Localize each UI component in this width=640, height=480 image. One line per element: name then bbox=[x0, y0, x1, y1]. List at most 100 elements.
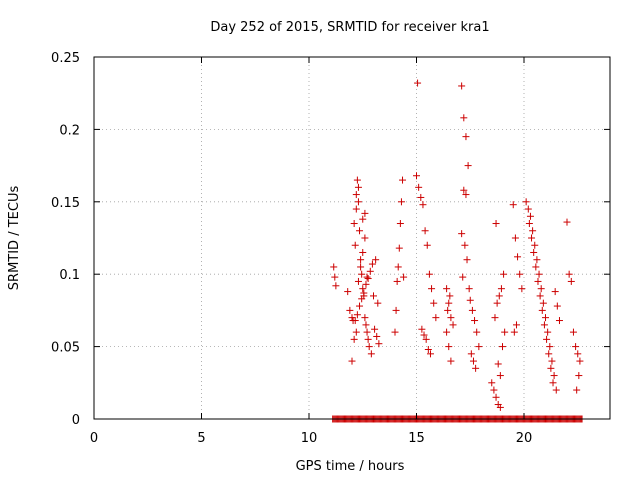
data-point bbox=[415, 183, 423, 191]
data-point bbox=[529, 227, 537, 235]
data-point bbox=[394, 263, 402, 271]
data-point bbox=[373, 332, 381, 340]
data-point bbox=[361, 209, 369, 217]
data-point bbox=[399, 176, 407, 184]
data-point bbox=[501, 328, 509, 336]
data-point bbox=[361, 314, 369, 322]
data-point bbox=[414, 79, 422, 87]
data-point bbox=[532, 263, 540, 271]
data-point bbox=[374, 299, 382, 307]
plot-frame bbox=[93, 56, 611, 420]
data-point bbox=[496, 372, 504, 380]
data-point bbox=[372, 256, 380, 264]
data-point bbox=[364, 275, 372, 283]
data-point bbox=[512, 321, 520, 329]
data-point bbox=[510, 328, 518, 336]
data-point bbox=[572, 343, 580, 351]
data-point bbox=[495, 292, 503, 300]
data-point bbox=[553, 302, 561, 310]
data-point bbox=[466, 296, 474, 304]
data-point bbox=[460, 114, 468, 122]
data-point bbox=[430, 299, 438, 307]
data-point bbox=[563, 218, 571, 226]
data-point bbox=[526, 212, 534, 220]
data-point bbox=[368, 260, 376, 268]
data-point bbox=[353, 311, 361, 319]
data-point bbox=[419, 201, 427, 209]
data-point bbox=[464, 162, 472, 170]
data-point bbox=[565, 270, 573, 278]
data-point bbox=[353, 176, 361, 184]
data-point bbox=[447, 357, 455, 365]
data-point bbox=[354, 198, 362, 206]
data-point bbox=[362, 280, 370, 288]
data-point bbox=[357, 263, 365, 271]
data-point bbox=[354, 183, 362, 191]
data-point bbox=[458, 82, 466, 90]
data-point bbox=[469, 357, 477, 365]
x-tick-label: 10 bbox=[301, 431, 318, 446]
data-point bbox=[426, 350, 434, 358]
data-point bbox=[540, 321, 548, 329]
data-point bbox=[362, 321, 370, 329]
data-point bbox=[533, 256, 541, 264]
data-point bbox=[522, 198, 530, 206]
data-point bbox=[458, 230, 466, 238]
data-point bbox=[365, 343, 373, 351]
data-point bbox=[528, 234, 536, 242]
data-point bbox=[525, 220, 533, 228]
data-point bbox=[371, 325, 379, 333]
chart-title: Day 252 of 2015, SRMTID for receiver kra… bbox=[210, 20, 489, 35]
data-point bbox=[413, 172, 420, 180]
data-point bbox=[445, 299, 453, 307]
data-point bbox=[496, 403, 504, 411]
data-point bbox=[548, 357, 556, 365]
data-point bbox=[391, 328, 399, 336]
data-point bbox=[358, 270, 366, 278]
data-point bbox=[462, 133, 470, 141]
data-point bbox=[576, 357, 584, 365]
data-point bbox=[544, 328, 552, 336]
data-point bbox=[420, 331, 428, 339]
data-point bbox=[518, 285, 526, 293]
data-point bbox=[445, 343, 453, 351]
y-tick-label: 0.1 bbox=[59, 268, 80, 283]
data-point bbox=[531, 241, 539, 249]
data-point bbox=[348, 357, 356, 365]
data-point bbox=[542, 314, 549, 322]
data-point bbox=[547, 364, 555, 372]
data-point bbox=[555, 317, 563, 325]
data-point bbox=[363, 273, 371, 281]
data-point bbox=[358, 295, 366, 303]
data-point bbox=[490, 386, 498, 394]
data-point bbox=[535, 270, 543, 278]
data-point bbox=[491, 314, 499, 322]
data-point bbox=[350, 220, 358, 228]
data-point bbox=[499, 343, 506, 351]
data-point bbox=[543, 335, 551, 343]
data-point bbox=[575, 372, 583, 380]
data-point bbox=[500, 270, 508, 278]
data-point bbox=[492, 393, 500, 401]
data-point bbox=[361, 234, 369, 242]
data-point bbox=[400, 273, 408, 281]
data-point bbox=[363, 328, 371, 336]
data-point bbox=[569, 328, 577, 336]
data-point bbox=[367, 350, 375, 358]
data-point bbox=[461, 241, 469, 249]
y-tick-label: 0.25 bbox=[51, 51, 80, 66]
data-point bbox=[549, 379, 557, 387]
data-point bbox=[545, 350, 553, 358]
data-point bbox=[473, 328, 481, 336]
data-point bbox=[449, 321, 457, 329]
data-point bbox=[444, 306, 452, 314]
data-point bbox=[356, 302, 364, 310]
data-point bbox=[352, 191, 360, 199]
grid-lines bbox=[94, 57, 610, 419]
data-point bbox=[359, 215, 367, 223]
data-point bbox=[354, 277, 362, 285]
data-point bbox=[425, 270, 433, 278]
data-point bbox=[417, 193, 425, 201]
data-point bbox=[493, 299, 501, 307]
data-point bbox=[360, 289, 368, 297]
